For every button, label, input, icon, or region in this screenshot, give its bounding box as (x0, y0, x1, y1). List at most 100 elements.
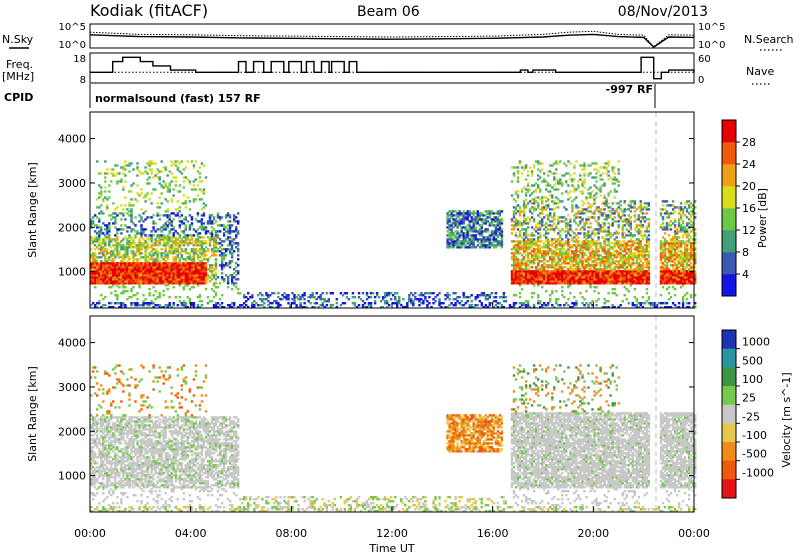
power-cell (612, 202, 614, 204)
power-cell (489, 210, 491, 212)
power-cell (579, 178, 581, 180)
power-cell (120, 204, 122, 206)
power-cell (173, 188, 175, 190)
power-cell (543, 172, 545, 174)
power-cell (515, 200, 517, 202)
power-cell (448, 298, 450, 300)
power-cell (185, 224, 187, 226)
power-cell (187, 160, 189, 162)
power-cell (628, 302, 630, 304)
nsky-series-line (90, 34, 694, 47)
power-cell (126, 290, 128, 292)
freq-tick-label-top: 18 (73, 54, 86, 65)
power-cell (569, 224, 571, 226)
power-cell (501, 210, 503, 212)
power-cell (529, 166, 531, 168)
power-cell (583, 298, 585, 300)
power-cell (616, 236, 618, 238)
power-cell (561, 290, 563, 292)
power-cell (370, 296, 372, 298)
power-cell (609, 224, 611, 226)
power-cell (100, 294, 102, 296)
power-cell (414, 296, 416, 298)
power-cell (144, 298, 146, 300)
power-cell (156, 228, 158, 230)
power-cell (402, 298, 404, 300)
power-cell (463, 292, 465, 294)
power-cell (630, 210, 632, 212)
power-cell (525, 178, 527, 180)
power-cell (535, 266, 537, 268)
power-cell (549, 298, 551, 300)
power-cell (203, 206, 205, 208)
power-cell (126, 226, 128, 228)
power-cell (227, 286, 229, 288)
power-cell (376, 292, 378, 294)
power-cell (547, 198, 549, 200)
power-cell (555, 172, 557, 174)
power-cell (517, 190, 519, 192)
power-cell (549, 240, 551, 242)
power-cell (199, 176, 201, 178)
power-cell (618, 168, 620, 170)
power-cell (108, 222, 110, 224)
power-cell (205, 240, 207, 242)
power-cell (358, 304, 360, 306)
power-cell (549, 220, 551, 222)
power-cell (595, 180, 597, 182)
power-cell (193, 164, 195, 166)
power-cell (193, 234, 195, 236)
power-cell (503, 292, 505, 294)
power-cell (579, 190, 581, 192)
power-cell (362, 292, 364, 294)
power-cell (614, 196, 616, 198)
power-cell (374, 300, 376, 302)
power-cell (106, 204, 108, 206)
power-cell (96, 236, 98, 238)
power-cell (595, 186, 597, 188)
power-cell (118, 286, 120, 288)
power-cell (215, 292, 217, 294)
power-cell (124, 196, 126, 198)
power-cell (567, 214, 569, 216)
power-cell (112, 244, 114, 246)
power-cell (159, 292, 161, 294)
power-cell (597, 236, 599, 238)
power-cell (458, 218, 460, 220)
power-cell (603, 222, 605, 224)
power-cell (167, 288, 169, 290)
power-cell (537, 202, 539, 204)
power-cell (535, 188, 537, 190)
power-cell (575, 300, 577, 302)
power-cell (549, 228, 551, 230)
power-cell (154, 222, 156, 224)
power-cell (535, 182, 537, 184)
power-cell (454, 292, 456, 294)
power-cell (233, 282, 235, 284)
power-cell (607, 300, 609, 302)
power-cell (112, 216, 114, 218)
power-cell (501, 228, 503, 230)
power-cell (535, 248, 537, 250)
power-cell (96, 206, 98, 208)
power-cell (535, 196, 537, 198)
power-cell (467, 300, 469, 302)
station-title: Kodiak (fitACF) (90, 1, 208, 20)
power-cell (640, 258, 642, 260)
power-cell (539, 300, 541, 302)
power-cell (565, 180, 567, 182)
power-cell (491, 292, 493, 294)
power-cell (104, 180, 106, 182)
nave-tick-label-bottom: 0 (698, 75, 704, 86)
power-cell (541, 162, 543, 164)
power-cell (597, 170, 599, 172)
power-cell (414, 292, 416, 294)
power-cell (607, 292, 609, 294)
power-cell (237, 264, 239, 266)
power-cell (94, 252, 96, 254)
power-cell (231, 224, 233, 226)
power-cell (630, 220, 632, 222)
power-cell (201, 218, 203, 220)
power-cell (205, 254, 207, 256)
power-cell (187, 262, 189, 264)
